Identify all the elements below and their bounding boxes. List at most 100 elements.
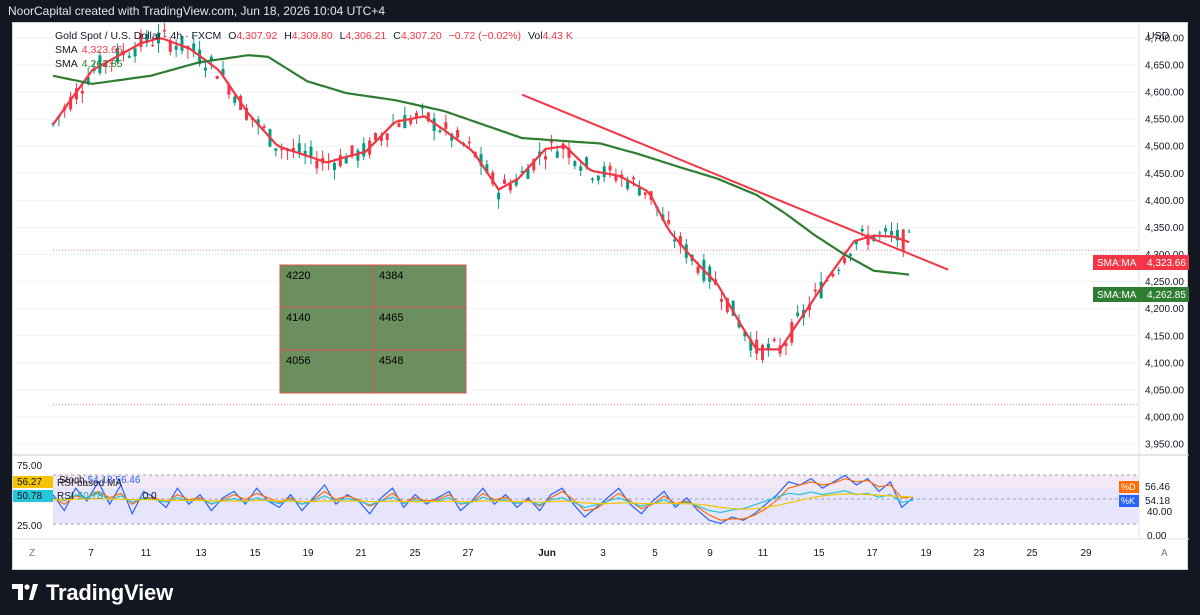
table-cell: 4140 [286, 312, 310, 324]
candle-body [497, 192, 501, 200]
attribution-text: NoorCapital created with TradingView.com… [8, 4, 385, 18]
candle-body [784, 343, 788, 347]
svg-text:4,323.66: 4,323.66 [1147, 258, 1186, 269]
x-tick-label: Jun [538, 548, 556, 559]
candle-body [444, 122, 448, 129]
stoch-band-upper [53, 475, 1139, 488]
stoch-k-line [52, 474, 914, 525]
candle-body [379, 136, 383, 142]
candle-body [796, 312, 800, 316]
candle-body [338, 155, 342, 167]
y-tick-label: 4,700.00 [1145, 33, 1184, 44]
candle-body [608, 165, 612, 171]
x-tick-label: 5 [652, 548, 658, 559]
x-tick-label: 13 [195, 548, 207, 559]
candle-body [503, 179, 506, 184]
candle-body [626, 180, 630, 189]
y-tick-label: 4,000.00 [1145, 413, 1184, 424]
chart-frame[interactable]: 4,700.00 4,650.00 4,600.00 4,550.00 4,500.00… [12, 22, 1189, 571]
candle-body [426, 112, 430, 122]
y-tick-label: 4,050.00 [1145, 385, 1184, 396]
candle-body [403, 115, 407, 129]
candle-body [227, 84, 231, 95]
y-tick-label: 4,150.00 [1145, 331, 1184, 342]
candle-body [192, 43, 196, 53]
candle-body [162, 30, 166, 32]
candle-body [110, 62, 114, 64]
candle-body [813, 289, 817, 292]
resistance-trendline [521, 93, 949, 271]
candle-body [344, 156, 348, 164]
candle-body [221, 68, 225, 76]
candle-body [174, 45, 178, 50]
timezone-marker[interactable]: Z [29, 548, 35, 559]
candle-body [848, 253, 852, 256]
y-tick-label: 4,650.00 [1145, 60, 1184, 71]
candle-body [579, 166, 583, 171]
table-cell: 4384 [379, 270, 403, 282]
osc-legend-rsi-ma: RSI-based MA [57, 478, 122, 489]
osc-legend: Stoch 54.18 56.46 [59, 475, 141, 486]
candle-body [80, 90, 84, 94]
osc-tag-k: %K 54.18 [1119, 495, 1170, 507]
svg-text:SMA:MA: SMA:MA [1097, 258, 1137, 269]
candle-body [860, 228, 864, 232]
candle-body [69, 96, 73, 110]
candle-body [485, 164, 489, 174]
candle-body [203, 67, 207, 71]
candle-body [116, 47, 119, 62]
y-tick-label: 4,350.00 [1145, 223, 1184, 234]
tradingview-brand-text: TradingView [46, 580, 173, 605]
sma-fast-line [52, 37, 910, 351]
candle-body [854, 240, 858, 245]
x-tick-label: 25 [409, 548, 421, 559]
svg-text:SMA:MA: SMA:MA [1097, 290, 1137, 301]
y-tick-label: 4,400.00 [1145, 196, 1184, 207]
candle-body [866, 234, 870, 245]
candle-body [362, 143, 366, 157]
candle-body [256, 119, 260, 126]
x-tick-label: 19 [920, 548, 932, 559]
y-tick-label: 4,200.00 [1145, 304, 1184, 315]
candle-body [884, 228, 888, 232]
candle-body [602, 166, 606, 178]
tradingview-logo-icon [12, 584, 38, 600]
candle-body [637, 187, 641, 196]
y-tick-label: 4,500.00 [1145, 142, 1184, 153]
candle-body [526, 168, 530, 179]
currency-label: USD [1147, 30, 1170, 42]
auto-scale-marker[interactable]: A [1161, 548, 1168, 559]
x-tick-label: 3 [600, 548, 606, 559]
candle-body [890, 231, 893, 235]
candle-body [743, 331, 747, 337]
candle-body [731, 300, 735, 316]
table-cell: 4548 [379, 355, 403, 367]
x-tick-label: 29 [1080, 548, 1092, 559]
legend-sma2-value: 4,262.85 [82, 58, 123, 70]
candle-body [303, 150, 307, 156]
candle-body [532, 159, 536, 171]
legend-change: −0.72 (−0.02%) [449, 30, 521, 42]
svg-text:50.78: 50.78 [17, 491, 42, 502]
table-cell: 4056 [286, 355, 310, 367]
legend-sma1-value: 4,323.66 [82, 44, 123, 56]
tradingview-logo: TradingView [12, 580, 173, 606]
candle-body [297, 143, 301, 155]
candle-body [737, 320, 741, 328]
candle-body [139, 33, 143, 48]
candle-body [596, 175, 600, 181]
candle-body [590, 178, 594, 180]
candle-body [86, 76, 90, 84]
y-tick-label: 3,950.00 [1145, 440, 1184, 451]
legend-sma1-label: SMA [55, 44, 78, 56]
legend-low: 4,306.21 [345, 30, 386, 42]
candle-body [544, 156, 548, 160]
candle-body [385, 133, 389, 140]
candle-body [456, 130, 460, 138]
candle-body [233, 96, 237, 103]
candle-body [168, 40, 172, 52]
y-tick-label: 4,100.00 [1145, 358, 1184, 369]
candle-body [708, 266, 712, 282]
osc-tag-d: %D 56.46 [1119, 481, 1170, 493]
chart-svg[interactable]: 4,700.00 4,650.00 4,600.00 4,550.00 4,500.00… [13, 22, 1189, 571]
